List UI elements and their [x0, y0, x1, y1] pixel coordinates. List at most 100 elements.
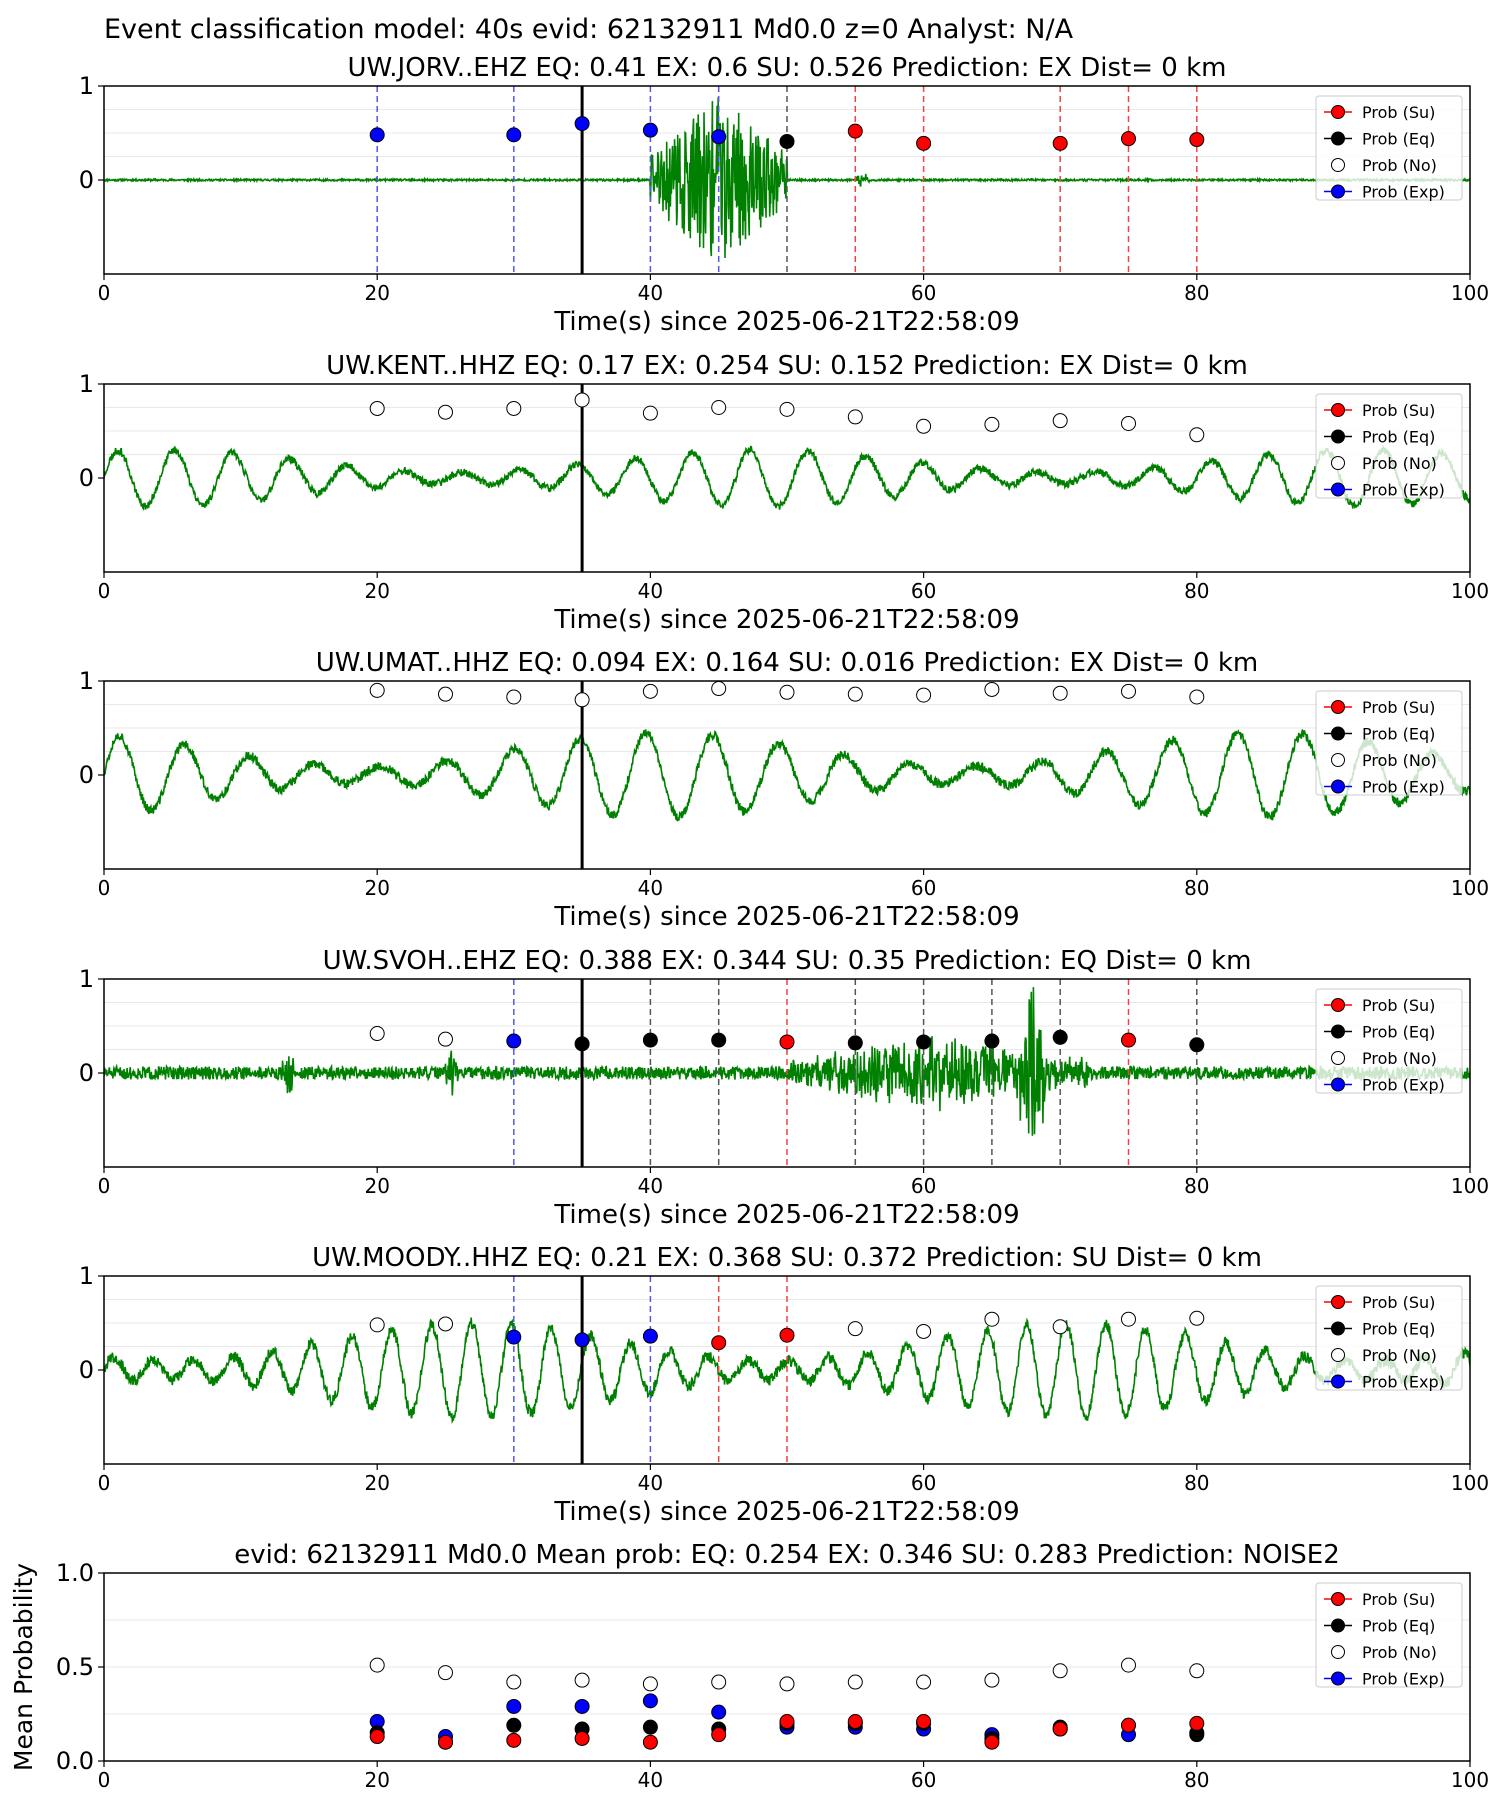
legend-label-su: Prob (Su): [1362, 1590, 1435, 1609]
x-tick-label: 40: [638, 579, 663, 603]
legend: Prob (Su) Prob (Eq) Prob (No) Prob (Exp): [1315, 988, 1463, 1095]
mean-prob-point-no: [779, 1676, 795, 1692]
legend-label-no: Prob (No): [1362, 751, 1437, 770]
x-tick-label: 40: [638, 1768, 663, 1792]
prob-point-eq: [916, 1034, 932, 1050]
mean-prob-point-no: [506, 1674, 522, 1690]
mean-prob-point-exp: [574, 1698, 590, 1714]
mean-prob-point-su: [847, 1714, 863, 1730]
mean-prob-point-su: [574, 1730, 590, 1746]
legend-marker-no: [1331, 158, 1345, 172]
mean-prob-point-eq: [506, 1717, 522, 1733]
x-tick-label: 0: [98, 876, 111, 900]
prob-point-eq: [1052, 1029, 1068, 1045]
mean-prob-point-no: [1189, 1663, 1205, 1679]
legend-label-no: Prob (No): [1362, 156, 1437, 175]
prob-point-eq: [847, 1035, 863, 1051]
legend-label-exp: Prob (Exp): [1362, 778, 1445, 797]
x-tick-label: 60: [911, 281, 936, 305]
prob-point-no: [438, 1031, 453, 1047]
mean-prob-point-no: [916, 1674, 932, 1690]
x-tick-label: 0: [98, 1471, 111, 1495]
mean-prob-point-su: [984, 1734, 1000, 1750]
legend-box: [1315, 393, 1463, 499]
y-tick-label: 0: [79, 1059, 94, 1087]
x-tick-label: 60: [911, 1471, 936, 1495]
y-tick-label: 1: [79, 667, 94, 695]
y-tick-label: 1: [79, 72, 94, 100]
prob-point-no: [642, 405, 658, 421]
legend-label-no: Prob (No): [1362, 1643, 1437, 1662]
mean-prob-point-su: [369, 1729, 385, 1745]
mean-prob-point-no: [642, 1676, 658, 1692]
mean-prob-point-eq: [642, 1719, 658, 1735]
y-tick-label: 1: [79, 370, 94, 398]
legend: Prob (Su) Prob (Eq) Prob (No) Prob (Exp): [1315, 690, 1463, 797]
mean-prob-point-exp: [642, 1693, 658, 1709]
legend-label-exp: Prob (Exp): [1362, 1670, 1445, 1689]
panel-1: UW.JORV..EHZ EQ: 0.41 EX: 0.6 SU: 0.526 …: [79, 53, 1489, 337]
panel-title: UW.KENT..HHZ EQ: 0.17 EX: 0.254 SU: 0.15…: [326, 351, 1248, 381]
x-tick-label: 100: [1451, 1174, 1489, 1198]
prob-point-eq: [779, 133, 795, 149]
prob-point-eq: [1189, 1037, 1205, 1053]
legend-label-su: Prob (Su): [1362, 401, 1435, 420]
legend: Prob (Su) Prob (Eq) Prob (No) Prob (Exp): [1315, 1582, 1463, 1689]
prob-point-no: [1052, 413, 1068, 429]
prob-point-no: [369, 1026, 385, 1042]
legend-marker-exp: [1331, 482, 1345, 497]
prob-point-no: [438, 404, 453, 420]
x-axis-label: Time(s) since 2025-06-21T22:58:09: [553, 307, 1019, 337]
y-tick-label: 0.5: [56, 1653, 94, 1681]
panel-title: UW.JORV..EHZ EQ: 0.41 EX: 0.6 SU: 0.526 …: [348, 53, 1227, 83]
x-tick-label: 0: [98, 1174, 111, 1198]
legend-marker-su: [1331, 403, 1345, 417]
panel-title: UW.SVOH..EHZ EQ: 0.388 EX: 0.344 SU: 0.3…: [323, 946, 1252, 976]
mean-prob-point-su: [1052, 1721, 1068, 1737]
prob-point-no: [779, 684, 795, 700]
prob-point-no: [779, 401, 795, 417]
x-tick-label: 60: [911, 1174, 936, 1198]
x-tick-label: 0: [98, 1768, 111, 1792]
x-tick-label: 20: [364, 876, 389, 900]
panel-title: UW.MOODY..HHZ EQ: 0.21 EX: 0.368 SU: 0.3…: [312, 1243, 1262, 1273]
y-tick-label: 1: [79, 1262, 94, 1290]
x-tick-label: 20: [364, 1471, 389, 1495]
x-tick-label: 60: [911, 876, 936, 900]
legend-box: [1315, 690, 1463, 796]
legend-marker-exp: [1331, 1374, 1345, 1389]
x-tick-label: 100: [1451, 1768, 1489, 1792]
prob-point-no: [369, 1317, 385, 1333]
prob-point-eq: [984, 1033, 1000, 1049]
prob-point-no: [1052, 1319, 1068, 1335]
y-axis-label: Mean Probability: [9, 1563, 38, 1771]
mean-prob-point-no: [847, 1674, 863, 1690]
prob-point-su: [916, 135, 932, 151]
prob-point-su: [1052, 135, 1068, 151]
axes-frame: [103, 680, 1471, 870]
legend-label-no: Prob (No): [1362, 454, 1437, 473]
x-tick-label: 60: [911, 579, 936, 603]
mean-prob-point-su: [506, 1732, 522, 1748]
x-tick-label: 20: [364, 579, 389, 603]
x-axis-label: Time(s) since 2025-06-21T22:58:09: [553, 1497, 1019, 1527]
legend-marker-eq: [1331, 131, 1345, 146]
mean-prob-point-su: [1121, 1717, 1136, 1733]
legend: Prob (Su) Prob (Eq) Prob (No) Prob (Exp): [1315, 1285, 1463, 1392]
prob-point-exp: [642, 1328, 658, 1344]
prob-point-exp: [506, 1033, 522, 1049]
legend-marker-no: [1331, 1645, 1345, 1659]
prob-point-su: [779, 1034, 795, 1050]
x-tick-label: 40: [638, 876, 663, 900]
y-tick-label: 0.0: [56, 1747, 94, 1775]
waveform-trace: [104, 728, 1470, 822]
legend-box: [1315, 1582, 1463, 1688]
mean-prob-point-no: [1052, 1663, 1068, 1679]
legend-label-exp: Prob (Exp): [1362, 1076, 1445, 1095]
prob-point-no: [847, 1321, 863, 1337]
x-tick-label: 40: [638, 1471, 663, 1495]
legend-label-eq: Prob (Eq): [1362, 1023, 1435, 1042]
prob-point-no: [369, 400, 385, 416]
prob-point-no: [984, 416, 1000, 432]
legend-marker-su: [1331, 700, 1345, 714]
